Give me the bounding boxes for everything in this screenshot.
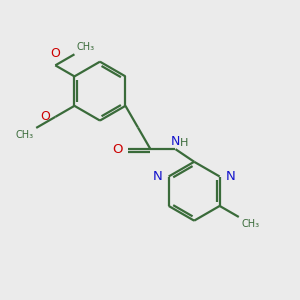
Text: O: O: [112, 143, 123, 156]
Text: N: N: [153, 170, 163, 183]
Text: CH₃: CH₃: [77, 42, 95, 52]
Text: CH₃: CH₃: [16, 130, 34, 140]
Text: CH₃: CH₃: [241, 219, 259, 229]
Text: N: N: [226, 170, 235, 183]
Text: O: O: [40, 110, 50, 123]
Text: N: N: [171, 135, 180, 148]
Text: H: H: [180, 138, 188, 148]
Text: O: O: [50, 47, 60, 60]
